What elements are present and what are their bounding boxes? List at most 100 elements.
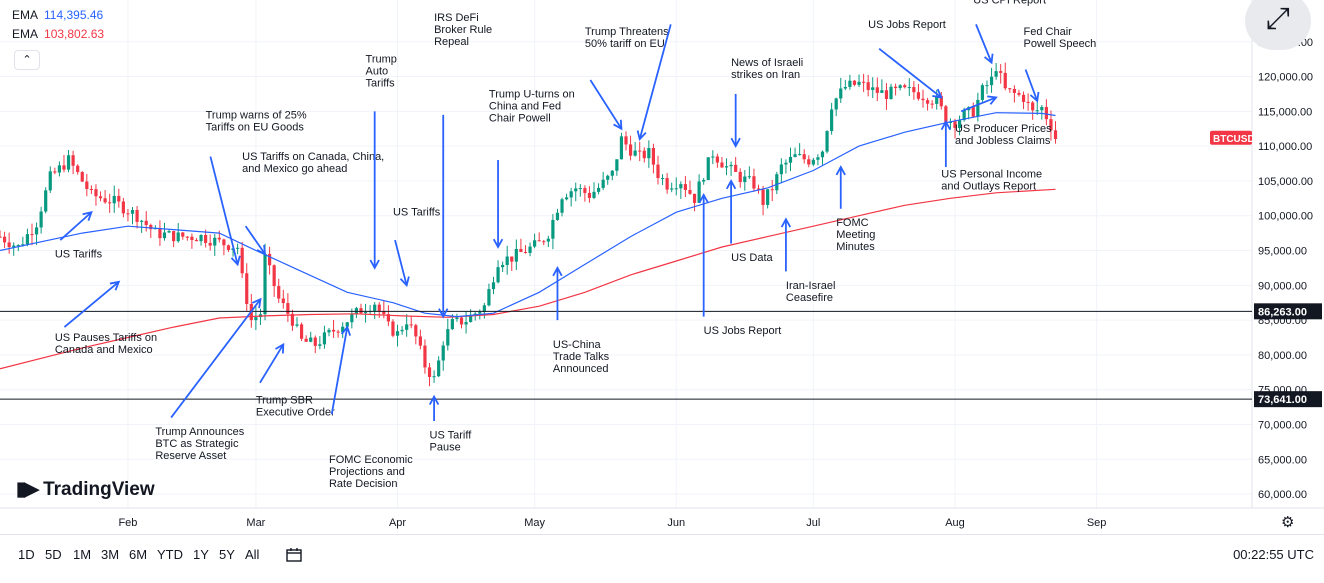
annotation-arrowhead <box>492 238 504 249</box>
annotation-label: Trade Talks <box>553 351 610 363</box>
candle-body <box>619 136 624 160</box>
candle-body <box>674 188 678 190</box>
calendar-range-icon[interactable] <box>284 545 304 565</box>
candle-body <box>615 159 619 171</box>
candle-body <box>660 178 665 180</box>
candle-body <box>363 312 368 314</box>
candle-body <box>638 150 642 152</box>
annotation-arrow <box>960 96 997 113</box>
candle-body <box>286 303 290 314</box>
candle-body <box>213 237 217 246</box>
candle-body <box>551 219 555 239</box>
tradingview-logo[interactable]: ▮▶ TradingView <box>16 478 155 501</box>
candle-body <box>770 189 774 191</box>
annotation-label: Tariffs <box>366 78 396 90</box>
candle-body <box>112 195 116 204</box>
candle-body <box>318 344 322 346</box>
timeframe-ytd-button[interactable]: YTD <box>157 547 183 562</box>
tradingview-logo-text: TradingView <box>43 479 155 500</box>
candle-body <box>843 86 847 89</box>
annotation-label: Canada and Mexico <box>55 344 153 356</box>
candle-body <box>409 324 413 326</box>
candle-body <box>930 103 934 105</box>
annotation-label: US Data <box>731 252 773 264</box>
candle-body <box>304 338 308 342</box>
annotation-label: Pause <box>430 441 461 453</box>
candle-body <box>76 165 80 173</box>
timeframe-1y-button[interactable]: 1Y <box>193 547 209 562</box>
candle-body <box>144 220 148 225</box>
candle-body <box>181 232 185 237</box>
candle-body <box>743 176 747 183</box>
candle-body <box>583 188 587 193</box>
candle-body <box>875 87 879 93</box>
annotation-arrow <box>330 326 349 415</box>
candle-body <box>2 236 7 243</box>
candle-body <box>459 317 464 325</box>
candle-body <box>117 195 121 202</box>
candle-body <box>711 156 715 158</box>
timeframe-all-button[interactable]: All <box>245 547 260 562</box>
annotation-arrowhead <box>725 179 737 190</box>
utc-clock[interactable]: 00:22:55 UTC <box>1233 547 1314 562</box>
candle-body <box>679 184 683 189</box>
candle-body <box>89 188 93 190</box>
timeframe-5d-button[interactable]: 5D <box>45 547 62 562</box>
annotation-arrow <box>878 48 942 99</box>
candle-body <box>852 80 857 85</box>
candle-body <box>1008 88 1012 90</box>
ema-fast-value: 114,395.46 <box>44 8 104 22</box>
candle-body <box>642 150 646 159</box>
candle-body <box>976 99 980 117</box>
candle-body <box>172 231 176 242</box>
candle-body <box>427 367 432 378</box>
candle-body <box>564 197 569 200</box>
collapse-legend-button[interactable]: ⌃ <box>14 50 40 70</box>
annotation-label: Meeting <box>836 229 875 241</box>
y-tick-label: 65,000.00 <box>1258 454 1307 466</box>
candle-body <box>491 282 496 290</box>
annotation-label: Trump <box>366 54 397 66</box>
annotation-arrowhead <box>987 95 998 105</box>
timeframe-1d-button[interactable]: 1D <box>18 547 35 562</box>
candle-body <box>254 317 258 321</box>
candle-body <box>108 202 112 204</box>
annotation-arrowhead <box>984 53 994 65</box>
candle-body <box>391 321 395 336</box>
candle-body <box>1026 101 1030 103</box>
candle-body <box>71 155 75 166</box>
annotation-arrowhead <box>109 280 121 291</box>
x-tick-label: Aug <box>945 517 965 529</box>
annotation-arrowhead <box>369 259 380 270</box>
candle-body <box>194 239 199 242</box>
timeframe-3m-button[interactable]: 3M <box>101 547 120 562</box>
annotation-label: Broker Rule <box>434 24 492 36</box>
candle-body <box>857 81 861 85</box>
candle-body <box>309 337 313 342</box>
candle-body <box>802 154 806 160</box>
candle-body <box>423 345 427 368</box>
timeframe-6m-button[interactable]: 6M <box>129 547 148 562</box>
annotation-label: Iran-Israel <box>786 280 836 292</box>
timeframe-5y-button[interactable]: 5Y <box>219 547 235 562</box>
candle-body <box>788 156 793 163</box>
annotation-arrowhead <box>835 165 846 176</box>
fullscreen-button[interactable]: ⤢ <box>1245 0 1311 50</box>
axis-settings-icon[interactable]: ⚙ <box>1281 514 1295 531</box>
candle-body <box>1053 130 1058 139</box>
ema-slow-legend[interactable]: EMA 103,802.63 <box>12 25 104 44</box>
indicator-legend: EMA 114,395.46 EMA 103,802.63 <box>12 6 104 44</box>
candle-body <box>359 308 363 314</box>
y-tick-label: 90,000.00 <box>1258 280 1307 292</box>
x-tick-label: Apr <box>389 517 406 529</box>
ema-fast-legend[interactable]: EMA 114,395.46 <box>12 6 104 25</box>
timeframe-1m-button[interactable]: 1M <box>73 547 92 562</box>
annotation-arrowhead <box>730 137 741 149</box>
annotation-label: Trump Threatens <box>585 26 669 38</box>
candle-body <box>898 85 902 89</box>
annotation-label: News of Israeli <box>731 57 803 69</box>
candle-body <box>295 324 299 326</box>
candle-body <box>670 188 674 190</box>
